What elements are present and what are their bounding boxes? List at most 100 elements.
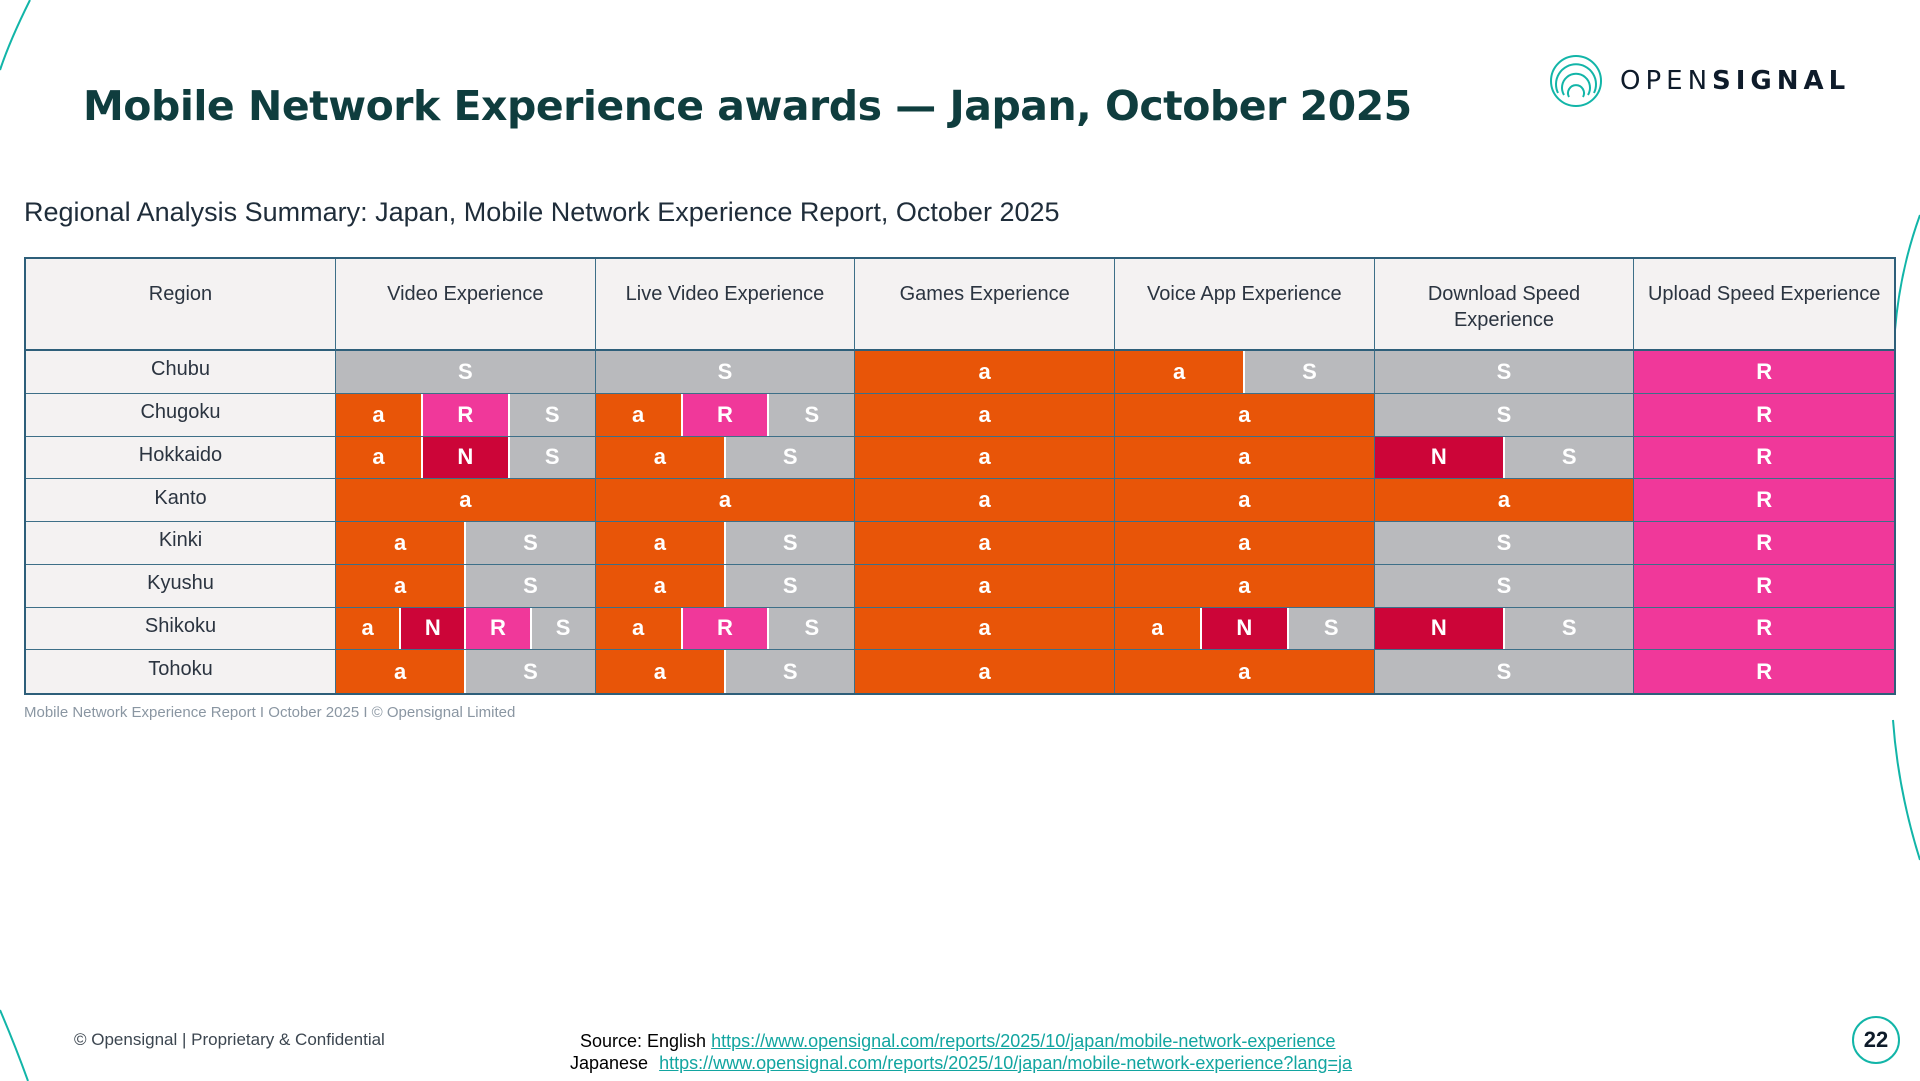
award-badge-S: S <box>1374 393 1634 436</box>
award-cell: a <box>855 393 1115 437</box>
award-cell: S <box>1374 393 1635 437</box>
award-badge-a: a <box>595 650 726 693</box>
award-badge-R: R <box>1634 393 1894 436</box>
source-line-english: Source: English https://www.opensignal.c… <box>570 1030 1370 1052</box>
award-badge-N: N <box>401 607 467 650</box>
awards-table: Region Video Experience Live Video Experie… <box>24 257 1896 695</box>
award-badge-S: S <box>1245 351 1374 393</box>
award-badge-a: a <box>855 522 1114 564</box>
award-cell: R <box>1634 607 1894 651</box>
award-badge-S: S <box>509 393 595 436</box>
region-label: Shikoku <box>26 607 336 651</box>
award-badge-a: a <box>336 607 402 650</box>
award-badge-R: R <box>682 607 770 650</box>
opensignal-logo-icon <box>1550 55 1602 107</box>
award-badge-a: a <box>1114 393 1374 436</box>
region-label: Chugoku <box>26 393 336 437</box>
award-badge-S: S <box>531 607 595 650</box>
award-cell: a <box>1114 436 1375 480</box>
award-badge-a: a <box>855 479 1114 521</box>
award-badge-S: S <box>1505 436 1634 479</box>
award-cell: R <box>1634 351 1894 394</box>
award-badge-S: S <box>1374 522 1634 564</box>
logo-text-signal: SIGNAL <box>1712 66 1851 96</box>
award-badge-S: S <box>466 564 595 607</box>
award-badge-a: a <box>855 393 1114 436</box>
page-number: 22 <box>1852 1016 1900 1064</box>
award-cell: R <box>1634 650 1894 693</box>
award-badge-a: a <box>595 393 683 436</box>
award-badge-S: S <box>726 436 855 479</box>
award-badge-a: a <box>336 564 467 607</box>
award-badge-S: S <box>1505 607 1634 650</box>
award-cell: S <box>1374 351 1635 394</box>
award-badge-R: R <box>1634 522 1894 564</box>
award-badge-S: S <box>595 351 855 393</box>
region-label: Chubu <box>26 351 336 394</box>
award-badge-S: S <box>726 522 855 564</box>
award-badge-a: a <box>595 564 726 607</box>
award-badge-a: a <box>855 607 1114 650</box>
award-badge-a: a <box>855 564 1114 607</box>
award-badge-a: a <box>1374 479 1634 521</box>
award-badge-N: N <box>1201 607 1289 650</box>
award-badge-a: a <box>855 650 1114 693</box>
award-badge-S: S <box>509 436 595 479</box>
award-badge-R: R <box>1634 650 1894 693</box>
source-english-link[interactable]: https://www.opensignal.com/reports/2025/… <box>711 1031 1336 1051</box>
column-header: Live Video Experience <box>595 259 856 351</box>
source-japanese-label: Japanese <box>570 1053 649 1073</box>
award-badge-S: S <box>466 522 595 564</box>
award-badge-N: N <box>422 436 510 479</box>
award-badge-a: a <box>1114 650 1374 693</box>
award-badge-N: N <box>1374 436 1505 479</box>
award-cell: a <box>855 650 1115 693</box>
award-badge-a: a <box>336 650 467 693</box>
award-badge-a: a <box>336 522 467 564</box>
award-badge-a: a <box>1114 522 1374 564</box>
award-cell: R <box>1634 436 1894 480</box>
column-header: Games Experience <box>855 259 1115 351</box>
award-badge-R: R <box>1634 564 1894 607</box>
award-cell: a <box>855 479 1115 522</box>
region-label: Kinki <box>26 522 336 565</box>
award-cell: a <box>1114 650 1375 693</box>
award-badge-S: S <box>769 607 855 650</box>
table-subtitle: Regional Analysis Summary: Japan, Mobile… <box>24 197 1060 227</box>
award-cell: a <box>1114 522 1375 565</box>
confidential-notice: © Opensignal | Proprietary & Confidentia… <box>74 1030 385 1049</box>
award-badge-R: R <box>1634 479 1894 521</box>
award-badge-S: S <box>769 393 855 436</box>
award-badge-a: a <box>336 436 423 479</box>
award-badge-S: S <box>726 650 855 693</box>
logo-text-open: OPEN <box>1620 66 1713 96</box>
award-cell: a <box>1114 564 1375 608</box>
award-cell: a <box>1114 479 1375 522</box>
region-label: Hokkaido <box>26 436 336 480</box>
award-cell: a <box>855 607 1115 651</box>
award-badge-R: R <box>682 393 770 436</box>
column-header: Upload Speed Experience <box>1634 259 1894 351</box>
award-cell: a <box>595 479 856 522</box>
award-badge-a: a <box>595 479 855 521</box>
source-japanese-link[interactable]: https://www.opensignal.com/reports/2025/… <box>659 1053 1352 1073</box>
column-header: Video Experience <box>336 259 596 351</box>
award-cell: S <box>336 351 596 394</box>
award-cell: S <box>1374 522 1635 565</box>
table-footnote: Mobile Network Experience Report I Octob… <box>24 704 516 721</box>
award-badge-S: S <box>1374 650 1634 693</box>
award-badge-a: a <box>595 607 683 650</box>
logo-wordmark: OPENSIGNAL <box>1620 66 1850 96</box>
